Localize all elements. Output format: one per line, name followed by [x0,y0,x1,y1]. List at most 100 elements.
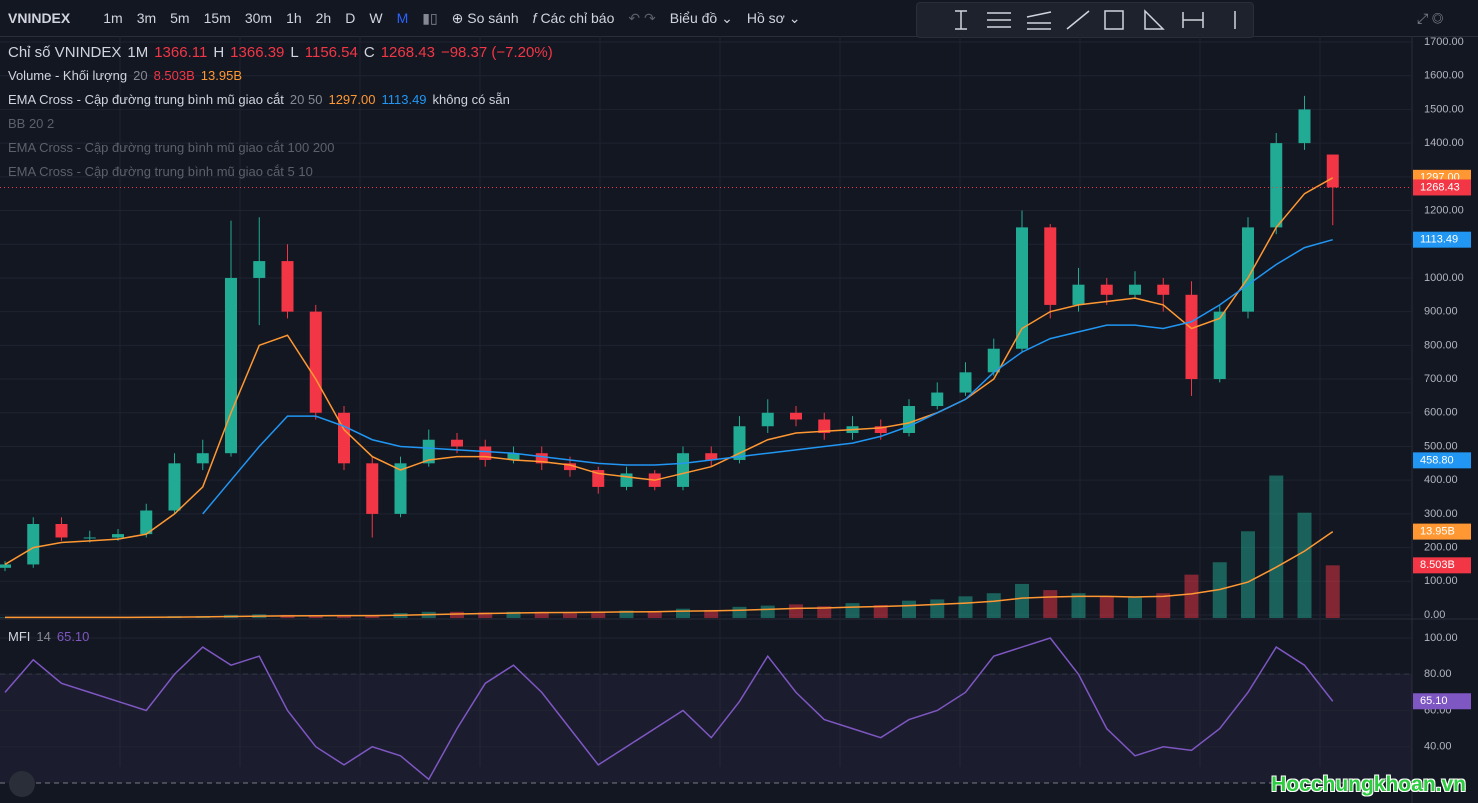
candle-body [394,463,407,514]
compare[interactable]: ⊕ So sánh [451,9,519,26]
tool[interactable] [1066,10,1090,30]
candle-body [1129,284,1141,295]
toolbar: VNINDEX 1m 3m 5m 15m 30m 1h 2h D W M ▮▯ ⊕ So sánh… [0,0,1478,38]
chart-menu[interactable]: Biểu đồ ⌄ [669,9,733,26]
legend-item: 13.95B [200,68,242,83]
legend-row: EMA Cross - Cập đường trung bình mũ giao… [8,92,516,107]
legend-item: 1366.11 [154,44,208,61]
price-badge [1413,231,1471,248]
volume-bar [817,606,832,618]
symbol[interactable]: VNINDEX [8,10,71,26]
y-tick-label: 1500.00 [1424,103,1464,115]
legend-item: 14 [36,629,51,644]
candle-body [27,523,40,565]
legend-item: C [363,44,375,61]
candle-body [903,406,915,433]
volume-bar [704,609,719,618]
candle-body [677,453,689,487]
volume-bar [1269,475,1284,618]
legend-item: 65.10 [56,629,90,644]
candle-body [761,412,774,427]
candle-body [620,473,633,487]
interval[interactable]: 1m [103,10,123,26]
y-tick-label: 700.00 [1424,373,1458,385]
volume-bar [1156,593,1171,618]
legend-row: Chỉ số VNINDEX 1M 1366.11 H 1366.39 L 1156.54 C… [8,44,559,61]
candle-body [1100,284,1113,295]
legend-item: BB 20 2 [8,116,55,131]
legend-item: 1113.49 [381,92,427,107]
tool[interactable] [955,10,967,30]
interval[interactable]: 30m [244,10,273,26]
y-tick-label: 0.00 [1424,609,1445,621]
tool[interactable] [987,12,1011,28]
candle-body [281,261,294,312]
tool[interactable] [1104,10,1124,30]
candle-body [874,426,887,433]
price-badge-label: 458.80 [1420,454,1454,466]
candle-body [196,453,209,464]
indicators[interactable]: f Các chỉ báo [526,10,622,26]
volume-bar [308,615,323,618]
legend-row: EMA Cross - Cập đường trung bình mũ giao… [8,164,319,179]
volume-bar [902,600,916,618]
price-badge [1413,452,1471,469]
watermark: Hocchungkhoan.vn [1271,773,1466,796]
mfi-badge-label: 65.10 [1420,695,1448,707]
tool[interactable] [1182,12,1204,28]
candle-body [535,453,548,464]
candle-body [1044,227,1057,305]
legend-row: BB 20 2 [8,116,60,131]
legend-item: MFI [8,629,31,644]
y-tick-label: 400.00 [1424,474,1458,486]
candle-body [253,261,266,278]
chart: 0.00 100.00 200.00 300.00 400.00 500.00 600.00… [0,36,1478,803]
volume-bar [1015,583,1029,618]
volume-bar [958,596,973,618]
volume-badge [1413,523,1471,540]
y-tick-label: 1000.00 [1424,272,1464,284]
y-tick-label: 80.00 [1424,668,1452,680]
volume-bar [873,604,888,618]
candle-body [140,510,153,535]
chart-style[interactable]: ▮▯ [422,9,438,26]
interval[interactable]: M [396,10,409,26]
interval[interactable]: 15m [203,10,231,26]
tool[interactable] [1026,11,1052,30]
interval[interactable]: 5m [170,10,190,26]
interval[interactable]: 1h [286,10,302,26]
profile-menu[interactable]: Hồ sơ ⌄ [746,9,801,26]
compare-label: So sánh [467,9,519,26]
tool[interactable] [1144,9,1165,30]
candle-body [507,453,520,460]
candle-body [790,412,802,420]
candle-body [931,392,944,407]
y-tick-label: 100.00 [1424,575,1458,587]
candle-body [112,534,124,538]
legend-item: không có sẵn [432,92,510,107]
candle-body [168,463,181,511]
candle-body [1213,311,1226,380]
ema-line [202,238,1333,515]
interval[interactable]: D [345,10,356,26]
candle-body [0,564,11,568]
undo[interactable]: ↶ ↷ [628,9,656,26]
fullscreen[interactable]: ⤢ ◎ [1417,9,1444,26]
mfi-line [4,637,1334,781]
logo [9,771,35,797]
legend-item: 1366.39 [230,44,285,61]
legend-item: Volume - Khối lượng [8,68,128,83]
volume-bar [789,604,803,618]
y-tick-label: 200.00 [1424,541,1458,553]
candle-body [55,523,68,538]
volume-bar [1071,593,1086,618]
interval[interactable]: W [369,10,383,26]
candle-body [1298,109,1311,144]
y-tick-label: 100.00 [1424,632,1458,644]
volume-bar [1043,590,1058,618]
candle-body [1185,294,1198,380]
legend-item: EMA Cross - Cập đường trung bình mũ giao… [8,140,335,155]
volume-bar [986,593,1001,618]
interval[interactable]: 3m [136,10,157,26]
interval[interactable]: 2h [315,10,332,26]
